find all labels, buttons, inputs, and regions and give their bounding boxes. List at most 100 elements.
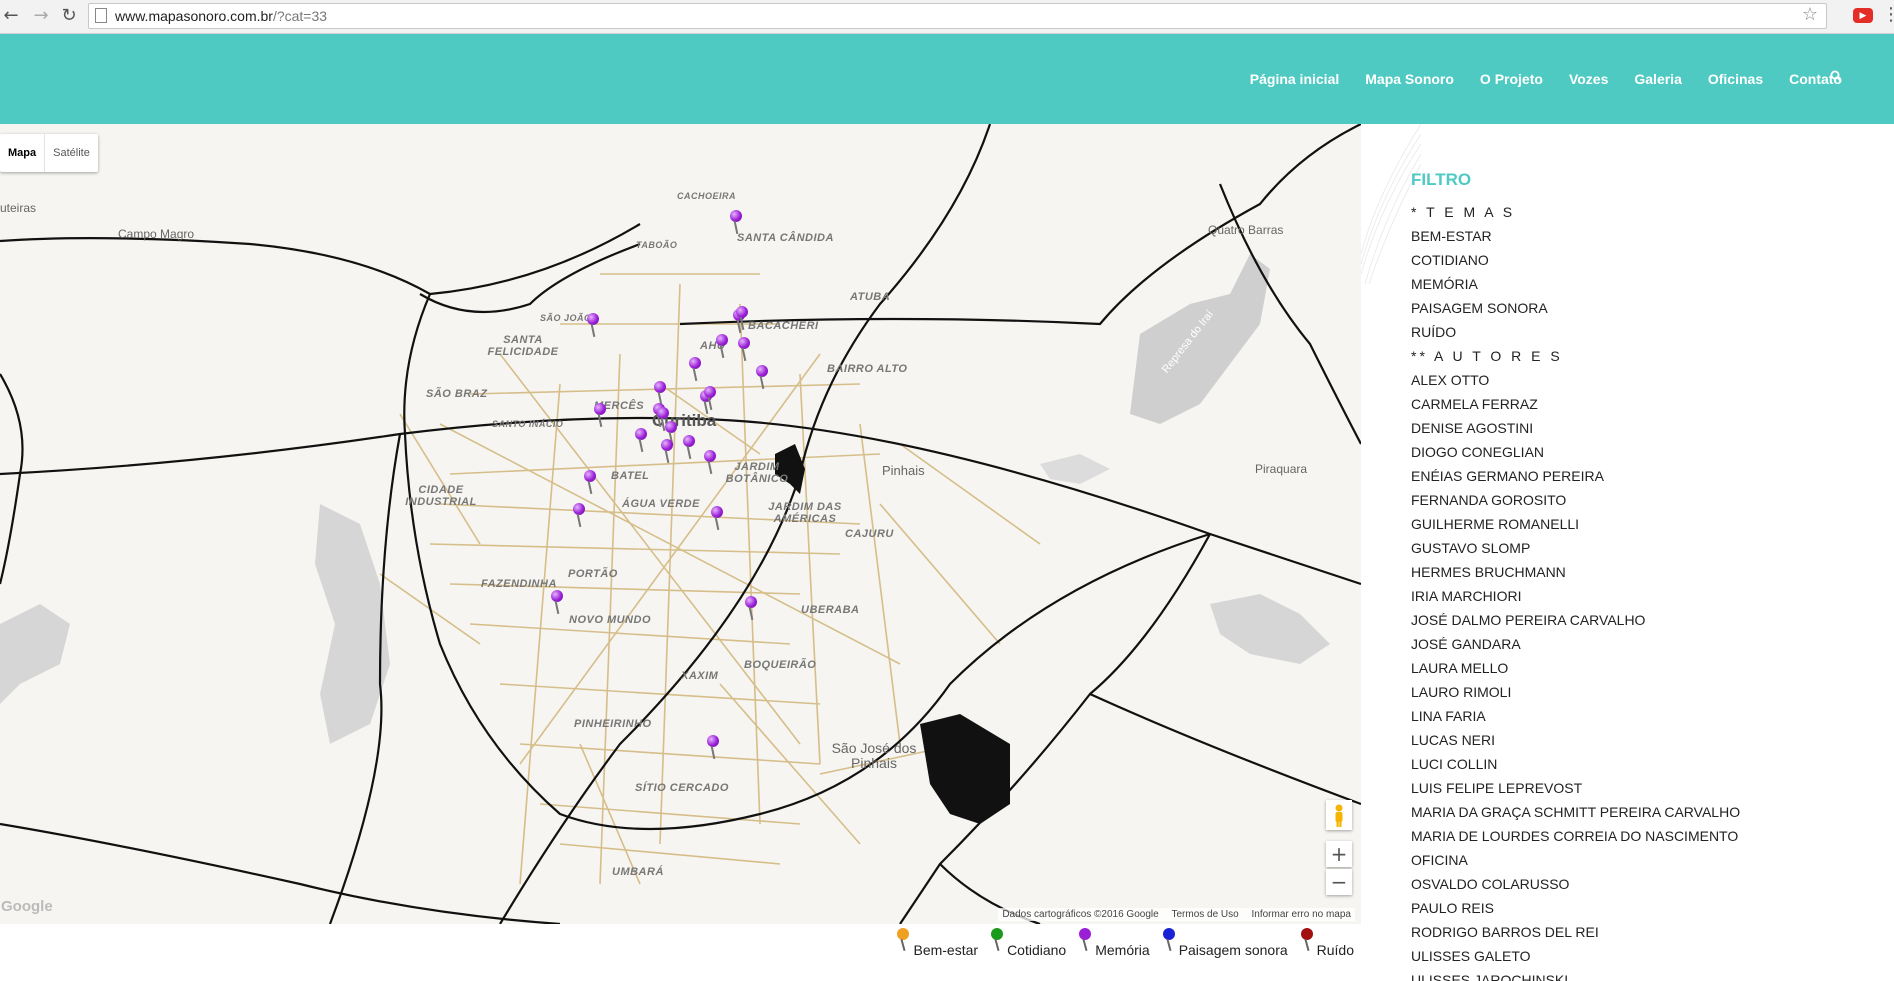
filter-item[interactable]: PAULO REIS xyxy=(1411,900,1494,916)
filter-item[interactable]: LAURA MELLO xyxy=(1411,660,1509,676)
map-marker-memoria[interactable] xyxy=(756,365,768,377)
legend-item-memoria: Memória xyxy=(1079,928,1150,958)
reload-icon[interactable]: ↻ xyxy=(61,5,77,26)
map-marker-memoria[interactable] xyxy=(736,306,748,318)
nav-pagina-inicial[interactable]: Página inicial xyxy=(1249,71,1340,87)
map-marker-memoria[interactable] xyxy=(683,435,695,447)
filter-item[interactable]: FERNANDA GOROSITO xyxy=(1411,492,1567,508)
map-label: JARDIM BOTÂNICO xyxy=(725,461,789,485)
pegman-icon[interactable] xyxy=(1326,800,1352,830)
main-nav: Página inicial Mapa Sonoro O Projeto Voz… xyxy=(1250,71,1842,87)
map-marker-memoria[interactable] xyxy=(584,470,596,482)
youtube-icon[interactable]: ▶ xyxy=(1853,8,1873,23)
filter-title: FILTRO xyxy=(1411,170,1472,189)
map-marker-memoria[interactable] xyxy=(745,596,757,608)
map-marker-memoria[interactable] xyxy=(594,403,606,415)
filter-item[interactable]: COTIDIANO xyxy=(1411,252,1489,268)
filter-item[interactable]: DIOGO CONEGLIAN xyxy=(1411,444,1545,460)
map-label: CACHOEIRA xyxy=(677,191,737,201)
filter-item[interactable]: GUSTAVO SLOMP xyxy=(1411,540,1531,556)
filter-item[interactable]: OSVALDO COLARUSSO xyxy=(1411,876,1570,892)
nav-o-projeto[interactable]: O Projeto xyxy=(1479,71,1543,87)
map-label: BAIRRO ALTO xyxy=(827,363,908,375)
filter-item[interactable]: RUÍDO xyxy=(1411,324,1457,340)
filter-item[interactable]: PAISAGEM SONORA xyxy=(1411,300,1548,316)
map-label: uteiras xyxy=(0,201,37,215)
map-marker-memoria[interactable] xyxy=(711,506,723,518)
map-label: PINHEIRINHO xyxy=(574,718,652,730)
filter-item[interactable]: CARMELA FERRAZ xyxy=(1411,396,1538,412)
filter-item[interactable]: BEM-ESTAR xyxy=(1411,228,1492,244)
map-label: FAZENDINHA xyxy=(481,578,557,590)
filter-item[interactable]: MARIA DE LOURDES CORREIA DO NASCIMENTO xyxy=(1411,828,1739,844)
address-bar[interactable]: www.mapasonoro.com.br/?cat=33 ☆ xyxy=(88,3,1827,29)
filter-item[interactable]: ULISSES GALETO xyxy=(1411,948,1531,964)
nav-oficinas[interactable]: Oficinas xyxy=(1707,71,1764,87)
search-icon[interactable] xyxy=(1830,70,1842,82)
map-marker-memoria[interactable] xyxy=(573,503,585,515)
arrow-left-icon[interactable]: ← xyxy=(3,5,19,26)
filter-item[interactable]: JOSÉ GANDARA xyxy=(1411,636,1521,652)
map-marker-memoria[interactable] xyxy=(730,210,742,222)
map-marker-memoria[interactable] xyxy=(654,381,666,393)
map-marker-memoria[interactable] xyxy=(661,439,673,451)
star-icon[interactable]: ☆ xyxy=(1801,4,1818,25)
map-marker-memoria[interactable] xyxy=(587,313,599,325)
nav-mapa-sonoro[interactable]: Mapa Sonoro xyxy=(1365,71,1454,87)
map-marker-memoria[interactable] xyxy=(704,450,716,462)
site-header: Página inicial Mapa Sonoro O Projeto Voz… xyxy=(0,34,1894,124)
map-marker-memoria[interactable] xyxy=(689,357,701,369)
terms-link[interactable]: Termos de Uso xyxy=(1171,909,1239,920)
map-type-mapa[interactable]: Mapa xyxy=(8,147,37,159)
map-marker-memoria[interactable] xyxy=(665,421,677,433)
filter-item[interactable]: RODRIGO BARROS DEL REI xyxy=(1411,924,1599,940)
map-marker-memoria[interactable] xyxy=(635,428,647,440)
filter-item[interactable]: ENÉIAS GERMANO PEREIRA xyxy=(1411,468,1604,484)
map-label: SANTA FELICIDADE xyxy=(487,334,559,358)
filter-item[interactable]: MARIA DA GRAÇA SCHMITT PEREIRA CARVALHO xyxy=(1411,804,1741,820)
map-label: MERCÊS xyxy=(594,400,645,412)
map-marker-memoria[interactable] xyxy=(704,386,716,398)
map-label: SÃO JOÃO xyxy=(540,313,592,323)
filter-heading-autores: ** A U T O R E S xyxy=(1411,348,1563,364)
map-marker-memoria[interactable] xyxy=(707,735,719,747)
filter-item[interactable]: LINA FARIA xyxy=(1411,708,1486,724)
zoom-in-button[interactable]: + xyxy=(1326,841,1352,867)
url-text: www.mapasonoro.com.br/?cat=33 xyxy=(115,8,328,24)
filter-item[interactable]: OFICINA xyxy=(1411,852,1468,868)
map-label: BATEL xyxy=(611,470,650,482)
nav-contato[interactable]: Contato xyxy=(1789,71,1842,87)
map-canvas[interactable]: Mapa Satélite uteiras Campo Magro CACHOE… xyxy=(0,124,1361,924)
arrow-right-icon[interactable]: → xyxy=(33,5,49,26)
map-legend: Bem-estar Cotidiano Memória Paisagem son… xyxy=(0,924,1361,981)
filter-sidebar: FILTRO * T E M A S BEM-ESTAR COTIDIANO M… xyxy=(1361,124,1894,981)
report-error-link[interactable]: Informar erro no mapa xyxy=(1251,909,1352,920)
map-marker-memoria[interactable] xyxy=(738,337,750,349)
nav-galeria[interactable]: Galeria xyxy=(1634,71,1682,87)
blue-pin-icon xyxy=(1162,928,1175,940)
map-marker-memoria[interactable] xyxy=(551,590,563,602)
map-label: JARDIM DAS AMÉRICAS xyxy=(768,501,842,525)
filter-item[interactable]: LUCI COLLIN xyxy=(1411,756,1498,772)
browser-menu-icon[interactable]: ⋮ xyxy=(1882,4,1894,25)
filter-item[interactable]: ULISSES JAROCHINSKI xyxy=(1411,972,1569,981)
google-logo: Google xyxy=(1,898,53,915)
map-marker-memoria[interactable] xyxy=(657,407,669,419)
filter-item[interactable]: MEMÓRIA xyxy=(1411,276,1478,292)
nav-vozes[interactable]: Vozes xyxy=(1568,71,1609,87)
zoom-out-button[interactable]: − xyxy=(1326,869,1352,895)
filter-item[interactable]: IRIA MARCHIORI xyxy=(1411,588,1522,604)
filter-item[interactable]: LUCAS NERI xyxy=(1411,732,1496,748)
filter-item[interactable]: JOSÉ DALMO PEREIRA CARVALHO xyxy=(1411,612,1646,628)
filter-item[interactable]: HERMES BRUCHMANN xyxy=(1411,564,1566,580)
filter-item[interactable]: ALEX OTTO xyxy=(1411,372,1490,388)
map-marker-memoria[interactable] xyxy=(716,334,728,346)
filter-item[interactable]: LAURO RIMOLI xyxy=(1411,684,1512,700)
map-label: Piraquara xyxy=(1255,462,1308,476)
map-label: São José dos Pinhais xyxy=(831,740,917,771)
map-type-satelite[interactable]: Satélite xyxy=(44,134,98,172)
filter-item[interactable]: GUILHERME ROMANELLI xyxy=(1411,516,1580,532)
filter-item[interactable]: DENISE AGOSTINI xyxy=(1411,420,1534,436)
map-label: SANTO INÁCIO xyxy=(492,419,564,429)
filter-item[interactable]: LUIS FELIPE LEPREVOST xyxy=(1411,780,1583,796)
